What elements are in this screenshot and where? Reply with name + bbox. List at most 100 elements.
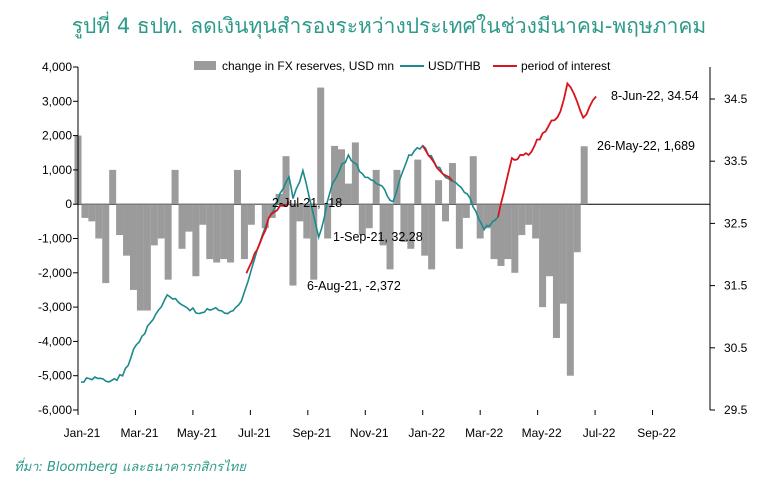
chart-title: รูปที่ 4 ธปท. ลดเงินทุนสำรองระหว่างประเท… — [71, 14, 707, 38]
fx-reserve-bar — [247, 204, 255, 225]
fx-reserve-bar — [192, 204, 200, 277]
annotation-sep21: 1-Sep-21, 32.28 — [333, 230, 423, 244]
fx-reserve-bar — [469, 156, 477, 205]
fx-reserve-bar — [157, 204, 165, 239]
period-of-interest-line — [421, 145, 454, 182]
x-tick-label: Jul-21 — [238, 426, 271, 440]
fx-reserve-bar — [123, 204, 131, 256]
fx-reserve-bar — [351, 142, 359, 205]
x-tick-label: Sep-22 — [637, 426, 676, 440]
fx-reserve-bar — [539, 204, 547, 308]
fx-reserve-bar — [164, 204, 172, 280]
fx-reserve-bar — [171, 169, 179, 205]
left-tick-label: -4,000 — [38, 334, 72, 348]
x-tick-label: Jan-21 — [64, 426, 101, 440]
fx-reserve-bar — [206, 204, 214, 260]
fx-reserve-bar — [511, 204, 519, 273]
x-tick-label: Jan-22 — [408, 426, 445, 440]
fx-reserve-bar — [116, 204, 124, 236]
x-tick-label: May-21 — [177, 426, 217, 440]
x-tick-label: May-22 — [522, 426, 562, 440]
fx-reserve-bar — [448, 163, 456, 205]
fx-reserve-bar — [407, 204, 415, 249]
fx-reserve-bar — [220, 204, 228, 260]
left-tick-label: -3,000 — [38, 300, 72, 314]
fx-reserve-bar — [317, 87, 325, 205]
fx-reserve-bar — [136, 204, 144, 311]
fx-reserve-bar — [254, 204, 262, 205]
fx-reserve-bar — [129, 204, 137, 290]
left-tick-label: 3,000 — [42, 94, 72, 108]
fx-reserve-bar — [303, 204, 311, 239]
fx-reserve-bar — [546, 204, 554, 277]
fx-reserve-bar — [573, 204, 581, 253]
left-tick-label: -1,000 — [38, 232, 72, 246]
fx-reserve-bar — [400, 204, 408, 242]
x-tick-label: Mar-21 — [120, 426, 158, 440]
left-tick-label: -6,000 — [38, 403, 72, 417]
fx-reserve-bar — [261, 204, 269, 229]
right-tick-label: 31.5 — [724, 279, 748, 293]
annotation-jun22: 8-Jun-22, 34.54 — [611, 89, 699, 103]
fx-reserve-bar — [386, 204, 394, 270]
period-of-interest-line — [245, 201, 290, 274]
fx-reserve-bar — [95, 204, 103, 239]
fx-reserve-bar — [337, 149, 345, 205]
source-note: ที่มา: Bloomberg และธนาคารกสิกรไทย — [14, 460, 246, 475]
fx-reserve-bar — [372, 169, 380, 205]
fx-reserve-bar — [532, 204, 540, 239]
fx-reserve-bar — [435, 180, 443, 205]
left-tick-label: 2,000 — [42, 129, 72, 143]
annotation-may22: 26-May-22, 1,689 — [597, 139, 695, 153]
x-tick-label: Nov-21 — [350, 426, 389, 440]
fx-reserve-bar — [240, 204, 248, 260]
fx-reserve-bar — [150, 204, 158, 246]
period-of-interest-line — [497, 81, 597, 218]
right-tick-label: 33.5 — [724, 154, 748, 168]
fx-reserve-bar — [428, 204, 436, 270]
fx-reserve-bar — [552, 204, 560, 338]
x-tick-label: Mar-22 — [465, 426, 503, 440]
fx-reserve-bar — [559, 204, 567, 304]
fx-reserve-bar — [282, 156, 290, 205]
legend-label-bars: change in FX reserves, USD mn — [222, 59, 394, 73]
fx-reserve-bar — [199, 204, 207, 225]
annotation-jul21: 2-Jul-21, -18 — [272, 196, 342, 210]
fx-reserve-bar — [143, 204, 151, 311]
fx-reserve-bar — [102, 204, 110, 284]
fx-reserve-bar — [414, 159, 422, 205]
annotation-aug21: 6-Aug-21, -2,372 — [307, 279, 401, 293]
fx-reserve-bar — [358, 204, 366, 236]
fx-reserve-bar — [379, 204, 387, 246]
fx-reserve-bar — [233, 169, 241, 205]
left-tick-label: 0 — [65, 197, 72, 211]
fx-reserve-bar — [296, 204, 304, 222]
fx-reserve-bar — [213, 204, 221, 263]
right-tick-label: 34.5 — [724, 92, 748, 106]
right-tick-label: 29.5 — [724, 403, 748, 417]
fx-reserve-bar — [331, 145, 339, 205]
legend-label-interest: period of interest — [521, 59, 611, 73]
right-tick-label: 32.5 — [724, 216, 748, 230]
legend-swatch-bars — [194, 61, 216, 70]
fx-reserve-bar — [81, 204, 89, 218]
x-tick-label: Sep-21 — [292, 426, 331, 440]
fx-reserve-bar — [442, 204, 450, 222]
fx-reserve-bar — [490, 204, 498, 260]
fx-reserve-bar — [178, 204, 186, 249]
legend-label-usdthb: USD/THB — [428, 59, 481, 73]
right-tick-label: 30.5 — [724, 341, 748, 355]
fx-reserve-bar — [497, 204, 505, 266]
fx-reserve-bar — [289, 204, 297, 286]
fx-reserve-bar — [525, 204, 533, 225]
fx-reserve-bar — [109, 169, 117, 205]
fx-reserve-bar — [580, 146, 588, 205]
left-tick-label: 4,000 — [42, 60, 72, 74]
fx-reserve-bar — [185, 204, 193, 232]
fx-reserve-bar — [324, 204, 332, 239]
fx-reserve-bar — [365, 204, 373, 229]
fx-reserve-bar — [566, 204, 574, 376]
fx-reserve-bar — [462, 204, 470, 218]
left-tick-label: 1,000 — [42, 163, 72, 177]
left-tick-label: -2,000 — [38, 266, 72, 280]
